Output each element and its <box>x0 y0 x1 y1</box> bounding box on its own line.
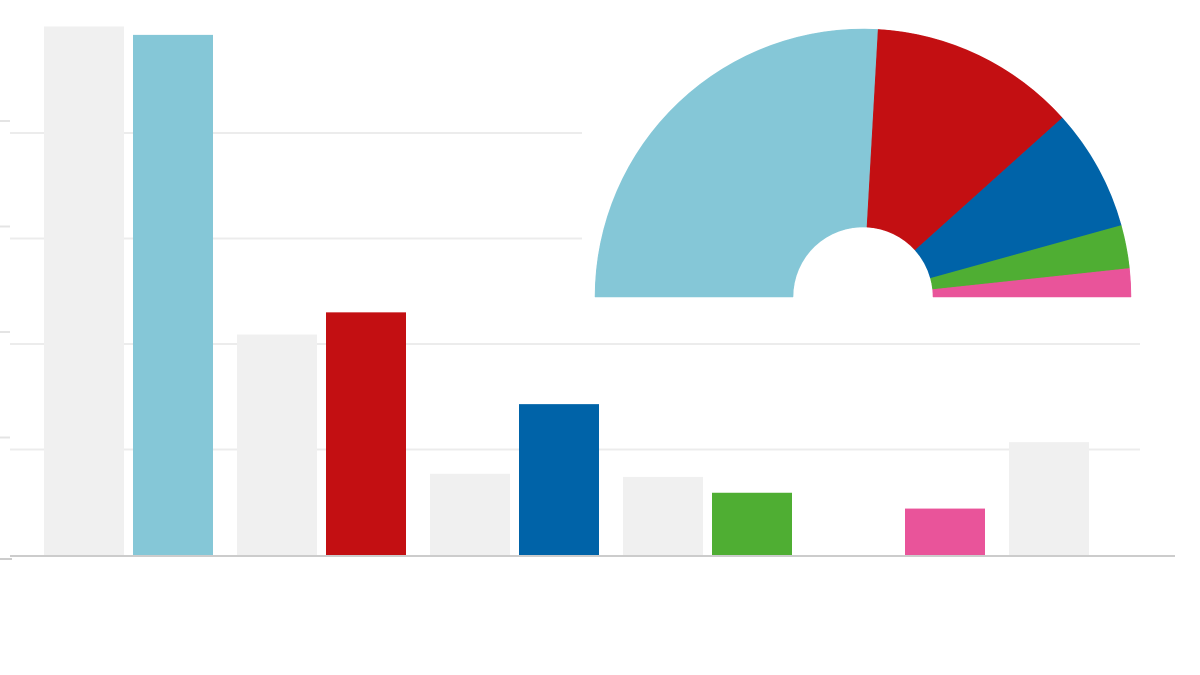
bar-colored <box>326 312 406 555</box>
pie-slice <box>866 29 1063 251</box>
bar-colored <box>905 508 985 555</box>
pie-slice <box>594 28 879 298</box>
bar-colored <box>519 404 599 555</box>
bar-colored <box>133 34 213 555</box>
bar-colored <box>712 492 792 555</box>
bar-grey <box>1009 442 1089 555</box>
pie-slice <box>932 268 1132 298</box>
bar-grey <box>430 473 510 555</box>
bar-grey <box>44 26 124 555</box>
bar-grey <box>623 476 703 555</box>
pie-slice <box>914 117 1122 279</box>
bar-grey <box>237 334 317 555</box>
